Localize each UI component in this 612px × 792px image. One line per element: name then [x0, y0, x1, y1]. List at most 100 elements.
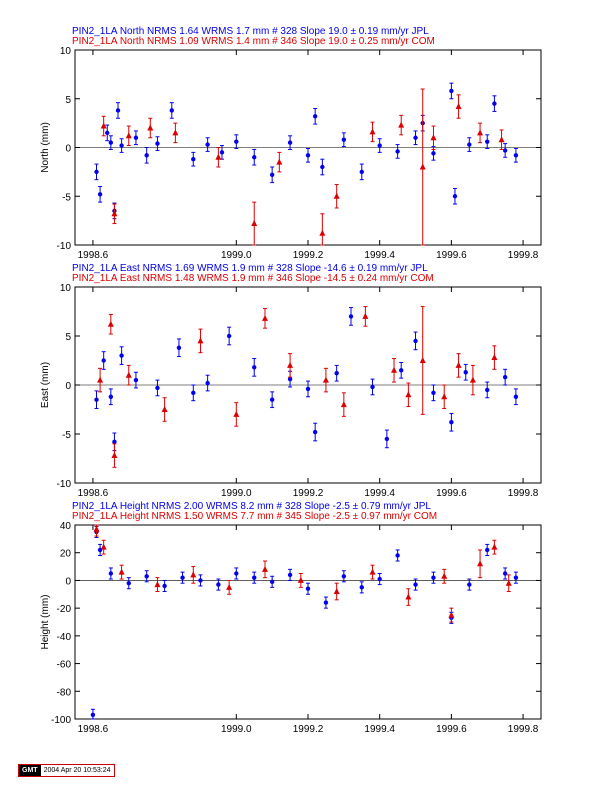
data-point-dot	[94, 169, 99, 175]
x-tick-label: 1999.8	[508, 724, 539, 735]
series-jpl	[94, 307, 519, 452]
data-point-dot	[463, 370, 468, 375]
data-point-triangle	[505, 579, 512, 586]
data-point-dot	[112, 439, 117, 445]
data-point-dot	[155, 385, 160, 391]
data-point-triangle	[398, 121, 405, 128]
data-point-dot	[485, 139, 490, 144]
x-tick-label: 1999.0	[221, 724, 252, 735]
y-tick-label: -100	[51, 715, 71, 726]
x-tick-label: 1999.2	[293, 488, 324, 499]
y-tick-label: -10	[57, 479, 72, 490]
data-point-dot	[97, 192, 103, 197]
data-point-dot	[234, 571, 239, 576]
data-point-dot	[449, 88, 454, 94]
data-point-dot	[452, 194, 458, 199]
data-point-triangle	[215, 153, 222, 160]
data-point-triangle	[297, 576, 304, 583]
data-point-triangle	[197, 337, 204, 344]
data-point-triangle	[455, 103, 462, 110]
data-point-triangle	[322, 376, 329, 383]
data-point-triangle	[251, 220, 258, 227]
data-point-dot	[359, 169, 364, 175]
data-point-dot	[133, 135, 139, 140]
data-point-dot	[449, 420, 454, 425]
y-tick-label: -10	[57, 241, 72, 252]
data-point-triangle	[430, 134, 437, 141]
series-com	[100, 88, 505, 246]
data-point-dot	[205, 380, 210, 386]
data-point-dot	[431, 575, 436, 580]
data-point-dot	[287, 572, 293, 578]
x-tick-label: 1999.6	[436, 488, 467, 499]
data-point-triangle	[226, 583, 233, 590]
data-point-triangle	[419, 357, 426, 363]
data-point-triangle	[469, 376, 476, 383]
data-point-dot	[101, 358, 106, 363]
data-point-dot	[485, 547, 490, 553]
data-point-triangle	[419, 163, 426, 170]
data-point-dot	[399, 368, 404, 373]
data-point-dot	[513, 394, 519, 399]
data-point-dot	[467, 582, 472, 587]
y-tick-label: -20	[57, 604, 72, 615]
gmt-logo: GMT	[19, 765, 41, 776]
x-tick-label: 1999.8	[508, 488, 539, 499]
x-tick-label: 1999.4	[364, 488, 395, 499]
data-point-dot	[312, 429, 318, 435]
data-point-dot	[513, 153, 519, 158]
y-tick-label: 10	[60, 283, 72, 294]
data-point-triangle	[261, 565, 268, 572]
series-com	[93, 524, 512, 623]
data-point-triangle	[111, 452, 118, 459]
data-point-dot	[395, 149, 400, 154]
y-tick-label: 10	[60, 46, 72, 57]
data-point-triangle	[491, 543, 498, 550]
plot-timestamp: 2004 Apr 20 10:53:24	[40, 765, 114, 776]
legend-entry: PIN2_1LA Height NRMS 2.00 WRMS 8.2 mm # …	[72, 501, 431, 512]
data-point-dot	[348, 314, 354, 319]
data-point-dot	[162, 583, 167, 589]
data-point-triangle	[455, 361, 462, 368]
data-point-triangle	[369, 568, 376, 575]
panel-1: PIN2_1LA East NRMS 1.69 WRMS 1.9 mm # 32…	[40, 263, 542, 499]
data-point-dot	[90, 712, 96, 718]
legend-entry: PIN2_1LA East NRMS 1.48 WRMS 1.9 mm # 34…	[72, 273, 434, 284]
x-tick-label: 1999.8	[508, 250, 539, 261]
gmt-timestamp-stamp: GMT 2004 Apr 20 10:53:24	[18, 764, 115, 777]
data-point-dot	[305, 586, 311, 591]
data-point-dot	[198, 578, 203, 583]
data-point-triangle	[125, 371, 132, 378]
y-axis-label: North (mm)	[40, 122, 51, 173]
x-tick-label: 1999.0	[221, 250, 252, 261]
data-point-dot	[269, 172, 275, 177]
data-point-triangle	[276, 158, 283, 165]
series-jpl	[90, 525, 519, 720]
data-point-dot	[467, 142, 472, 147]
data-point-dot	[108, 394, 114, 399]
data-point-triangle	[287, 361, 294, 368]
data-point-triangle	[161, 406, 168, 412]
data-point-triangle	[441, 393, 448, 400]
data-point-dot	[126, 581, 131, 586]
series-com	[97, 306, 498, 468]
data-point-dot	[377, 143, 382, 148]
y-axis-label: East (mm)	[40, 362, 51, 408]
data-point-triangle	[477, 560, 484, 567]
data-point-triangle	[118, 568, 125, 575]
data-point-dot	[252, 365, 257, 370]
legend-entry: PIN2_1LA Height NRMS 1.50 WRMS 7.7 mm # …	[72, 511, 437, 522]
y-tick-label: 0	[65, 144, 71, 155]
data-point-dot	[119, 143, 124, 148]
data-point-triangle	[100, 122, 107, 129]
x-tick-label: 1999.2	[293, 724, 324, 735]
data-point-triangle	[448, 611, 455, 618]
x-tick-label: 1998.6	[78, 488, 109, 499]
data-point-dot	[155, 141, 160, 146]
panel-2: PIN2_1LA Height NRMS 2.00 WRMS 8.2 mm # …	[40, 501, 542, 735]
legend-entry: PIN2_1LA North NRMS 1.09 WRMS 1.4 mm # 3…	[72, 36, 435, 47]
data-point-dot	[252, 155, 257, 160]
x-tick-label: 1999.2	[293, 250, 324, 261]
data-point-dot	[513, 575, 519, 580]
